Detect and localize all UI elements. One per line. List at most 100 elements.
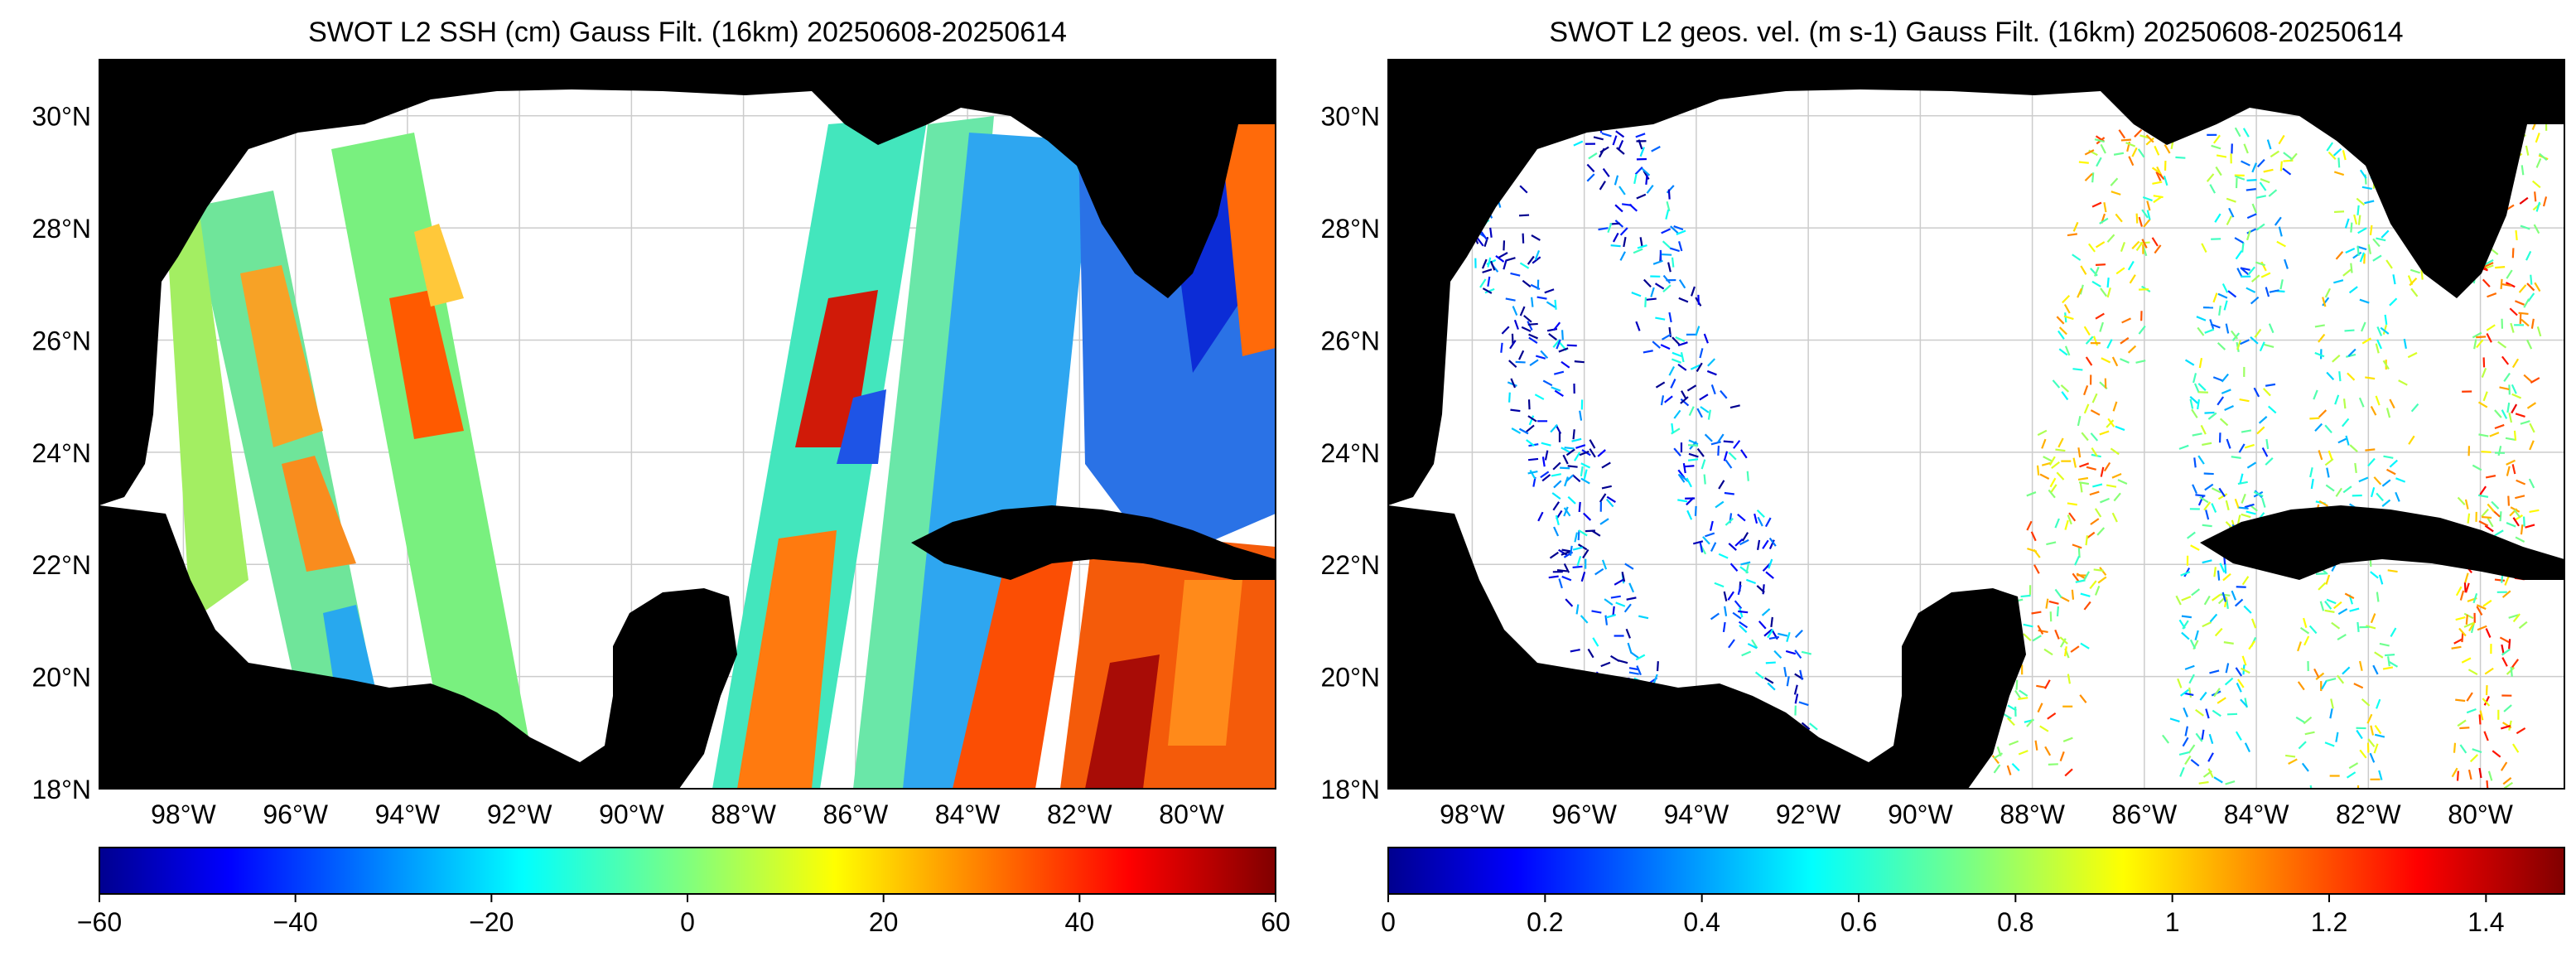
velocity-arrow	[2351, 263, 2352, 273]
velocity-arrow	[1501, 343, 1502, 353]
velocity-arrow	[1510, 410, 1520, 411]
lon-label: 84°W	[935, 799, 1001, 829]
velocity-arrow	[1503, 240, 1504, 250]
colorbar-tick-label: 1.4	[2467, 907, 2504, 937]
velocity-arrow	[2175, 157, 2185, 158]
lat-label: 28°N	[1321, 214, 1381, 244]
velocity-arrow	[1669, 190, 1670, 200]
velocity-arrow	[2202, 525, 2212, 526]
velocity-arrow	[2055, 450, 2065, 451]
velocity-arrow	[2524, 517, 2525, 527]
velocity-arrow	[1528, 459, 1538, 460]
lon-label: 96°W	[263, 799, 328, 829]
lon-label: 94°W	[375, 799, 441, 829]
velocity-arrow	[2530, 275, 2531, 285]
velocity-arrow	[2365, 449, 2375, 450]
ssh-title: SWOT L2 SSH (cm) Gauss Filt. (16km) 2025…	[308, 17, 1067, 48]
velocity-arrow	[1557, 570, 1567, 571]
velocity-arrow	[2225, 563, 2226, 573]
velocity-arrow	[1718, 446, 1719, 456]
velocity-arrow	[1579, 530, 1580, 540]
velocity-arrow	[2351, 223, 2352, 233]
velocity-arrow	[1645, 297, 1646, 307]
velocity-arrow	[2285, 756, 2295, 757]
velocity-arrow	[2194, 457, 2195, 467]
velocity-arrow	[1509, 393, 1510, 403]
velocity-arrow	[2357, 205, 2358, 215]
velocity-arrow	[2454, 743, 2455, 753]
lat-label: 24°N	[1321, 438, 1381, 468]
velocity-arrow	[1647, 299, 1657, 300]
velocity-arrow	[2385, 654, 2395, 655]
velocity-arrow	[2108, 278, 2109, 287]
lat-label: 18°N	[32, 775, 92, 804]
velocity-arrow	[2519, 313, 2529, 314]
velocity-arrow	[2051, 611, 2052, 621]
lat-label: 18°N	[1321, 775, 1381, 804]
velocity-arrow	[2086, 535, 2087, 545]
velocity-arrow	[2246, 189, 2256, 190]
velocity-arrow	[2521, 524, 2522, 534]
lat-label: 28°N	[32, 214, 92, 244]
velocity-arrow	[2364, 254, 2365, 263]
velocity-arrow	[2094, 569, 2104, 570]
velocity-arrow	[1738, 611, 1748, 612]
velocity-arrow	[2048, 764, 2058, 765]
lon-label: 80°W	[1159, 799, 1224, 829]
ssh-panel: SWOT L2 SSH (cm) Gauss Filt. (16km) 2025…	[32, 17, 1290, 937]
velocity-arrow	[1771, 617, 1772, 627]
lat-label: 20°N	[32, 663, 92, 693]
velocity-arrow	[2357, 622, 2358, 632]
velocity-arrow	[1490, 228, 1491, 238]
velocity-arrow	[1516, 362, 1526, 363]
velocity-arrow	[2355, 463, 2356, 473]
velocity-arrow	[2121, 140, 2131, 141]
lon-label: 82°W	[2336, 799, 2401, 829]
lon-label: 86°W	[823, 799, 889, 829]
velocity-arrow	[2242, 243, 2243, 253]
velocity-arrow	[1512, 334, 1513, 344]
velocity-arrow	[2214, 567, 2216, 577]
velocity-arrow	[2281, 162, 2282, 171]
lon-label: 94°W	[1664, 799, 1729, 829]
velocity-arrow	[2495, 267, 2505, 268]
velocity-arrow	[2096, 264, 2106, 265]
colorbar-tick-label: −60	[77, 907, 122, 937]
lat-label: 26°N	[1321, 326, 1381, 355]
velocity-arrow	[2338, 157, 2339, 167]
velocity-arrow	[1688, 459, 1698, 460]
lon-label: 92°W	[1776, 799, 1841, 829]
lon-label: 80°W	[2448, 799, 2513, 829]
colorbar-tick-label: −20	[469, 907, 514, 937]
lon-label: 86°W	[2112, 799, 2178, 829]
lon-label: 88°W	[711, 799, 776, 829]
colorbar-tick-label: 20	[869, 907, 899, 937]
colorbar-tick-label: 0.8	[1997, 907, 2033, 937]
ssh-lat-labels: 30°N28°N26°N24°N22°N20°N18°N	[32, 102, 92, 804]
velocity-arrow	[2316, 573, 2326, 574]
lon-label: 96°W	[1551, 799, 1617, 829]
colorbar-tick-label: 0.4	[1683, 907, 1720, 937]
velocity-arrow	[1529, 399, 1530, 409]
velocity-arrow	[1562, 330, 1563, 340]
velocity-arrow	[1565, 447, 1575, 448]
lon-label: 82°W	[1047, 799, 1112, 829]
velocity-arrow	[2247, 180, 2257, 181]
velocity-arrow	[1549, 577, 1559, 578]
velocity-panel: SWOT L2 geos. vel. (m s-1) Gauss Filt. (…	[1321, 17, 2565, 937]
velocity-arrow	[2358, 246, 2359, 256]
velocity-arrow	[1688, 445, 1698, 446]
velocity-arrow	[2509, 639, 2510, 649]
velocity-arrow	[2511, 667, 2512, 677]
lon-label: 90°W	[1888, 799, 1953, 829]
velocity-arrow	[1646, 175, 1647, 185]
velocity-arrow	[2079, 162, 2089, 163]
lon-label: 84°W	[2224, 799, 2289, 829]
lat-label: 24°N	[32, 438, 92, 468]
velocity-arrow	[2482, 517, 2492, 518]
colorbar-tick-label: 0.6	[1840, 907, 1877, 937]
